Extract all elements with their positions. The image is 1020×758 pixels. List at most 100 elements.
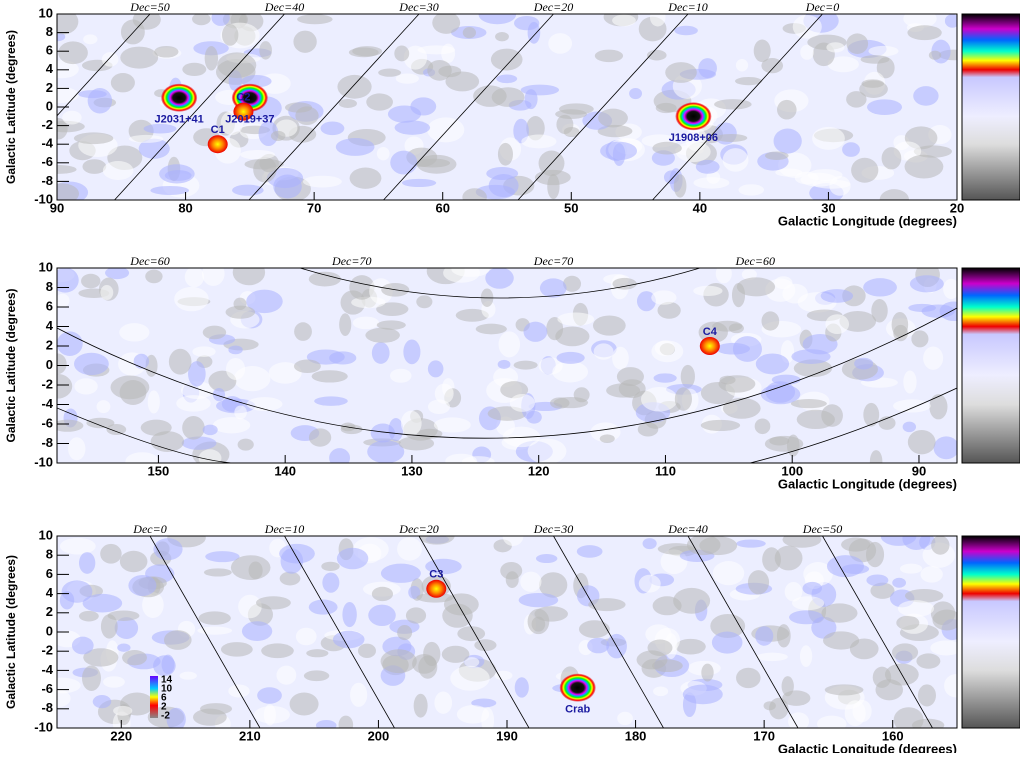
noise bbox=[587, 637, 610, 654]
noise bbox=[125, 452, 159, 463]
noise bbox=[496, 74, 518, 84]
source-label: Crab bbox=[565, 704, 590, 716]
noise bbox=[521, 134, 557, 149]
color-bar bbox=[961, 13, 1020, 201]
noise bbox=[143, 123, 177, 134]
noise bbox=[371, 586, 394, 602]
noise bbox=[665, 62, 697, 83]
noise bbox=[451, 268, 490, 277]
noise bbox=[357, 643, 376, 659]
noise bbox=[821, 404, 843, 427]
y-axis-title: Galactic Latitude (degrees) bbox=[4, 30, 18, 184]
noise bbox=[57, 353, 67, 375]
noise bbox=[735, 58, 749, 72]
dec-label: Dec=30 bbox=[533, 522, 573, 536]
noise bbox=[629, 87, 643, 100]
noise bbox=[61, 580, 93, 603]
noise bbox=[711, 631, 743, 654]
noise bbox=[655, 102, 677, 114]
plot-area bbox=[57, 536, 957, 728]
noise bbox=[791, 349, 831, 364]
x-tick-label: 130 bbox=[401, 463, 423, 478]
noise bbox=[869, 450, 883, 463]
noise bbox=[57, 268, 79, 293]
noise bbox=[842, 285, 866, 307]
noise bbox=[675, 141, 711, 163]
noise bbox=[555, 326, 590, 347]
dec-line bbox=[248, 14, 420, 200]
noise bbox=[276, 665, 297, 685]
noise bbox=[73, 132, 114, 145]
noise bbox=[394, 120, 431, 135]
noise bbox=[390, 368, 412, 383]
noise bbox=[432, 14, 461, 34]
y-tick-label: -10 bbox=[34, 454, 53, 469]
noise bbox=[241, 621, 273, 641]
noise bbox=[494, 670, 513, 681]
x-tick-label: 40 bbox=[693, 200, 707, 215]
noise bbox=[456, 705, 490, 724]
noise bbox=[57, 120, 85, 133]
noise bbox=[892, 577, 907, 588]
x-tick-label: 220 bbox=[110, 728, 132, 743]
dec-label: Dec=0 bbox=[132, 522, 166, 536]
inset-scale-label: 14 bbox=[161, 675, 173, 686]
noise bbox=[921, 304, 955, 318]
y-tick-label: -6 bbox=[41, 681, 53, 696]
dec-line bbox=[57, 307, 957, 439]
plot-area bbox=[57, 14, 957, 200]
noise bbox=[336, 547, 369, 570]
noise bbox=[738, 184, 765, 196]
noise bbox=[198, 449, 222, 463]
noise bbox=[812, 126, 845, 150]
noise bbox=[367, 440, 405, 463]
noise bbox=[904, 588, 944, 603]
inset-scale-label: -2 bbox=[161, 711, 170, 722]
noise bbox=[538, 572, 568, 598]
noise bbox=[868, 45, 899, 57]
noise bbox=[81, 665, 101, 691]
x-tick-label: 150 bbox=[148, 463, 170, 478]
noise bbox=[495, 31, 509, 42]
noise bbox=[824, 684, 864, 696]
noise bbox=[403, 45, 428, 70]
noise bbox=[338, 715, 354, 728]
dec-label: Dec=70 bbox=[331, 254, 371, 268]
noise bbox=[174, 286, 209, 312]
noise bbox=[776, 624, 791, 648]
y-tick-label: -10 bbox=[34, 719, 53, 734]
y-tick-label: -6 bbox=[41, 154, 53, 169]
noise bbox=[700, 419, 741, 431]
dec-line bbox=[284, 536, 395, 728]
x-tick-label: 90 bbox=[50, 200, 64, 215]
y-tick-label: 0 bbox=[46, 623, 53, 638]
noise bbox=[651, 659, 683, 673]
noise bbox=[518, 592, 559, 608]
noise bbox=[651, 290, 677, 305]
noise bbox=[520, 571, 542, 592]
noise bbox=[376, 320, 406, 330]
noise bbox=[719, 375, 736, 385]
noise bbox=[673, 587, 711, 614]
noise bbox=[863, 402, 880, 427]
noise bbox=[531, 616, 546, 632]
y-tick-label: -8 bbox=[41, 435, 53, 450]
noise bbox=[182, 62, 207, 77]
noise bbox=[212, 417, 251, 434]
noise bbox=[443, 593, 479, 616]
noise bbox=[854, 357, 874, 370]
y-axis-title: Galactic Latitude (degrees) bbox=[4, 555, 18, 709]
noise bbox=[916, 653, 941, 669]
y-axis-title: Galactic Latitude (degrees) bbox=[4, 288, 18, 442]
dec-label: Dec=0 bbox=[805, 0, 839, 14]
dec-line bbox=[517, 14, 689, 200]
noise bbox=[640, 386, 678, 412]
noise bbox=[527, 438, 567, 463]
noise bbox=[547, 173, 560, 200]
noise bbox=[657, 301, 681, 319]
dec-label: Dec=20 bbox=[533, 0, 573, 14]
noise bbox=[557, 312, 595, 326]
dec-line bbox=[114, 14, 285, 200]
x-tick-label: 180 bbox=[625, 728, 647, 743]
noise bbox=[57, 689, 71, 708]
